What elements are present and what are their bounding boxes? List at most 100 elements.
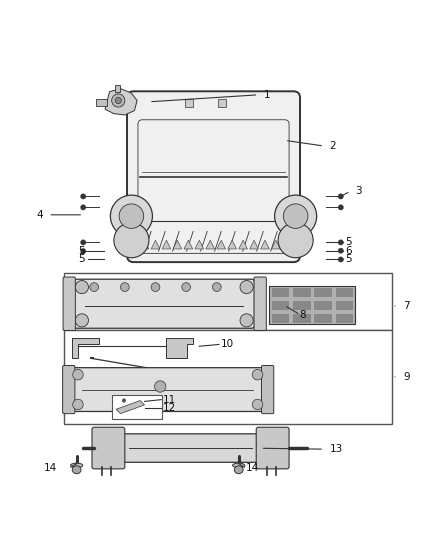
Bar — [185, 99, 193, 107]
FancyBboxPatch shape — [118, 434, 263, 462]
Bar — [292, 300, 311, 310]
Circle shape — [182, 282, 191, 292]
Text: 5: 5 — [345, 254, 352, 264]
Circle shape — [151, 282, 160, 292]
Polygon shape — [72, 338, 99, 359]
Polygon shape — [272, 240, 280, 249]
Bar — [314, 287, 332, 297]
Text: 3: 3 — [356, 186, 362, 196]
Text: 7: 7 — [403, 301, 410, 311]
Circle shape — [155, 381, 166, 392]
Circle shape — [122, 399, 126, 402]
Ellipse shape — [72, 466, 81, 474]
Circle shape — [73, 369, 83, 380]
Circle shape — [252, 399, 263, 410]
Circle shape — [114, 223, 149, 258]
Text: 11: 11 — [163, 394, 176, 405]
Polygon shape — [261, 240, 269, 249]
Circle shape — [283, 204, 308, 229]
Circle shape — [75, 314, 88, 327]
Bar — [271, 287, 290, 297]
Ellipse shape — [234, 466, 243, 474]
Circle shape — [338, 240, 343, 245]
Bar — [64, 330, 392, 424]
Circle shape — [81, 240, 86, 245]
Text: 6: 6 — [345, 246, 352, 256]
Circle shape — [338, 194, 343, 199]
Circle shape — [81, 205, 86, 210]
Polygon shape — [151, 240, 160, 249]
Text: 5: 5 — [345, 237, 352, 247]
Circle shape — [338, 205, 343, 210]
Text: 1: 1 — [264, 90, 270, 100]
Circle shape — [278, 223, 313, 258]
Polygon shape — [184, 240, 193, 249]
Circle shape — [275, 195, 317, 237]
Text: 13: 13 — [329, 444, 343, 454]
Polygon shape — [116, 400, 145, 414]
Text: 14: 14 — [44, 463, 57, 473]
Bar — [112, 395, 162, 419]
Circle shape — [120, 282, 129, 292]
Text: 2: 2 — [329, 141, 336, 151]
Circle shape — [212, 282, 221, 292]
Bar — [271, 300, 290, 310]
Text: 9: 9 — [403, 372, 410, 382]
Polygon shape — [105, 88, 137, 115]
FancyBboxPatch shape — [74, 279, 254, 328]
FancyBboxPatch shape — [63, 277, 75, 330]
Bar — [335, 287, 353, 297]
Circle shape — [90, 282, 99, 292]
FancyBboxPatch shape — [256, 427, 289, 469]
Polygon shape — [250, 240, 258, 249]
Bar — [115, 85, 120, 92]
Circle shape — [252, 369, 263, 380]
Polygon shape — [162, 240, 171, 249]
Ellipse shape — [233, 463, 245, 467]
Polygon shape — [166, 338, 193, 359]
Circle shape — [112, 94, 125, 107]
Bar — [96, 99, 107, 106]
Circle shape — [81, 248, 86, 254]
FancyBboxPatch shape — [92, 427, 125, 469]
FancyBboxPatch shape — [71, 368, 265, 411]
Circle shape — [240, 280, 253, 294]
FancyBboxPatch shape — [127, 91, 300, 262]
FancyBboxPatch shape — [63, 366, 75, 414]
Polygon shape — [217, 240, 226, 249]
Bar — [271, 313, 290, 323]
Circle shape — [73, 399, 83, 410]
Bar — [269, 286, 355, 324]
Ellipse shape — [71, 463, 83, 467]
Bar — [292, 313, 311, 323]
Circle shape — [110, 195, 152, 237]
Polygon shape — [283, 240, 291, 249]
Text: 14: 14 — [246, 463, 259, 473]
Circle shape — [119, 204, 144, 229]
Circle shape — [115, 98, 121, 103]
Text: 12: 12 — [163, 402, 176, 413]
Polygon shape — [173, 240, 182, 249]
Circle shape — [75, 280, 88, 294]
Circle shape — [240, 314, 253, 327]
Bar — [64, 273, 392, 330]
Bar — [335, 300, 353, 310]
Text: 10: 10 — [221, 340, 234, 350]
Circle shape — [81, 194, 86, 199]
FancyBboxPatch shape — [254, 277, 266, 330]
Polygon shape — [239, 240, 247, 249]
Polygon shape — [195, 240, 204, 249]
Polygon shape — [140, 240, 149, 249]
Polygon shape — [228, 240, 237, 249]
Bar — [335, 313, 353, 323]
Text: 5: 5 — [78, 254, 85, 264]
Polygon shape — [206, 240, 215, 249]
Text: 5: 5 — [78, 246, 85, 256]
Text: 8: 8 — [300, 310, 306, 320]
Text: 4: 4 — [36, 210, 43, 220]
Bar — [218, 99, 226, 107]
FancyBboxPatch shape — [261, 366, 274, 414]
Bar — [292, 287, 311, 297]
Bar — [314, 300, 332, 310]
Circle shape — [338, 257, 343, 262]
